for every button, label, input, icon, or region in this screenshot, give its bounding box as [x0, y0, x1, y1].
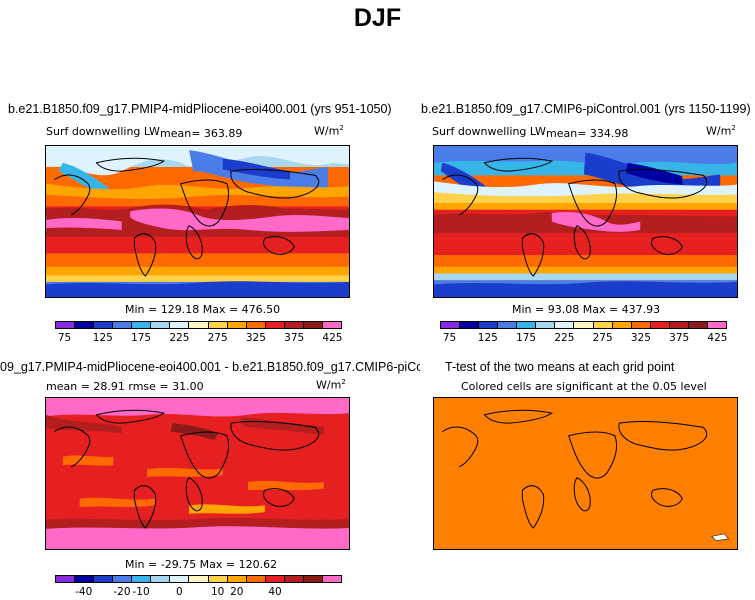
top-left-colorbar-ticks: 75 125 175 225 275 325 375 425 — [55, 332, 343, 346]
bottom-left-map — [45, 397, 350, 550]
colorbar-swatch — [113, 576, 133, 582]
colorbar-swatch — [151, 322, 171, 328]
colorbar-tick-label: 75 — [57, 332, 72, 344]
top-right-run-title: b.e21.B1850.f09_g17.CMIP6-piControl.001 … — [421, 102, 751, 116]
colorbar-swatch — [132, 322, 152, 328]
bottom-right-map-field — [434, 398, 737, 549]
colorbar-swatch — [460, 322, 480, 328]
colorbar-tick-label: 0 — [176, 586, 183, 598]
bottom-right-subtitle: Colored cells are significant at the 0.0… — [461, 380, 707, 393]
colorbar-swatch — [555, 322, 575, 328]
top-right-minmax: Min = 93.08 Max = 437.93 — [512, 303, 661, 316]
colorbar-swatch — [498, 322, 518, 328]
colorbar-swatch — [284, 576, 304, 582]
colorbar-swatch — [688, 322, 708, 328]
colorbar-swatch — [246, 322, 266, 328]
colorbar-swatch — [593, 322, 613, 328]
top-right-colorbar — [440, 321, 727, 329]
colorbar-tick-label: 425 — [322, 332, 343, 344]
colorbar-swatch — [170, 322, 190, 328]
top-right-mean: mean= 334.98 — [546, 127, 629, 140]
colorbar-tick-label: 325 — [630, 332, 651, 344]
colorbar-tick-label: -10 — [132, 586, 150, 598]
top-right-units: W/m2 — [706, 124, 736, 138]
colorbar-tick-label: 10 — [210, 586, 225, 598]
colorbar-swatch — [170, 576, 190, 582]
colorbar-tick-label: 425 — [707, 332, 728, 344]
colorbar-tick-label: 175 — [131, 332, 152, 344]
top-left-run-title: b.e21.B1850.f09_g17.PMIP4-midPliocene-eo… — [8, 102, 392, 116]
colorbar-swatch — [303, 322, 323, 328]
colorbar-swatch — [265, 322, 285, 328]
top-left-map — [45, 145, 350, 298]
colorbar-swatch — [650, 322, 670, 328]
colorbar-tick-label: 375 — [284, 332, 305, 344]
colorbar-tick-label: 325 — [245, 332, 266, 344]
colorbar-swatch — [227, 322, 247, 328]
colorbar-tick-label: 125 — [92, 332, 113, 344]
colorbar-tick-label: -20 — [113, 586, 131, 598]
bottom-left-units: W/m2 — [316, 378, 346, 392]
top-right-map — [433, 145, 738, 298]
colorbar-swatch — [322, 576, 341, 582]
bottom-left-map-field — [46, 398, 349, 549]
colorbar-tick-label: 125 — [477, 332, 498, 344]
bottom-left-colorbar — [55, 575, 342, 583]
colorbar-swatch — [707, 322, 726, 328]
colorbar-swatch — [303, 576, 323, 582]
colorbar-swatch — [517, 322, 537, 328]
colorbar-swatch — [94, 576, 114, 582]
colorbar-swatch — [479, 322, 499, 328]
colorbar-tick-label: 20 — [230, 586, 244, 598]
colorbar-swatch — [113, 322, 133, 328]
bottom-right-run-title: T-test of the two means at each grid poi… — [445, 360, 675, 374]
bottom-left-run-title: 09_g17.PMIP4-midPliocene-eoi400.001 - b.… — [0, 360, 420, 374]
colorbar-swatch — [75, 322, 95, 328]
colorbar-tick-label: 225 — [554, 332, 575, 344]
colorbar-swatch — [208, 576, 228, 582]
colorbar-swatch — [265, 576, 285, 582]
figure-title: DJF — [353, 4, 402, 32]
colorbar-swatch — [631, 322, 651, 328]
colorbar-tick-label: 275 — [592, 332, 613, 344]
colorbar-swatch — [94, 322, 114, 328]
colorbar-tick-label: 275 — [207, 332, 228, 344]
bottom-right-map — [433, 397, 738, 550]
colorbar-swatch — [227, 576, 247, 582]
top-left-units: W/m2 — [314, 124, 344, 138]
colorbar-swatch — [132, 576, 152, 582]
top-left-minmax: Min = 129.18 Max = 476.50 — [125, 303, 281, 316]
top-left-colorbar — [55, 321, 342, 329]
top-left-mean: mean= 363.89 — [160, 127, 243, 140]
top-left-map-field — [46, 146, 349, 297]
colorbar-swatch — [56, 576, 76, 582]
colorbar-swatch — [441, 322, 461, 328]
colorbar-swatch — [75, 576, 95, 582]
colorbar-tick-label: -40 — [75, 586, 93, 598]
colorbar-tick-label: 175 — [516, 332, 537, 344]
top-right-colorbar-ticks: 75 125 175 225 275 325 375 425 — [440, 332, 728, 346]
colorbar-swatch — [189, 322, 209, 328]
colorbar-swatch — [669, 322, 689, 328]
colorbar-swatch — [151, 576, 171, 582]
colorbar-swatch — [284, 322, 304, 328]
bottom-left-minmax: Min = -29.75 Max = 120.62 — [125, 558, 278, 571]
top-right-variable-label: Surf downwelling LW — [432, 125, 546, 138]
colorbar-swatch — [536, 322, 556, 328]
bottom-left-colorbar-ticks: -40 -20 -10 0 10 20 40 — [55, 586, 342, 600]
bottom-left-stats: mean = 28.91 rmse = 31.00 — [46, 380, 204, 393]
colorbar-tick-label: 40 — [268, 586, 282, 598]
colorbar-tick-label: 225 — [169, 332, 190, 344]
colorbar-swatch — [56, 322, 76, 328]
colorbar-tick-label: 375 — [669, 332, 690, 344]
top-right-map-field — [434, 146, 737, 297]
colorbar-swatch — [189, 576, 209, 582]
colorbar-swatch — [322, 322, 341, 328]
top-left-variable-label: Surf downwelling LW — [46, 125, 160, 138]
colorbar-swatch — [208, 322, 228, 328]
colorbar-swatch — [574, 322, 594, 328]
colorbar-swatch — [246, 576, 266, 582]
colorbar-tick-label: 75 — [442, 332, 457, 344]
colorbar-swatch — [612, 322, 632, 328]
